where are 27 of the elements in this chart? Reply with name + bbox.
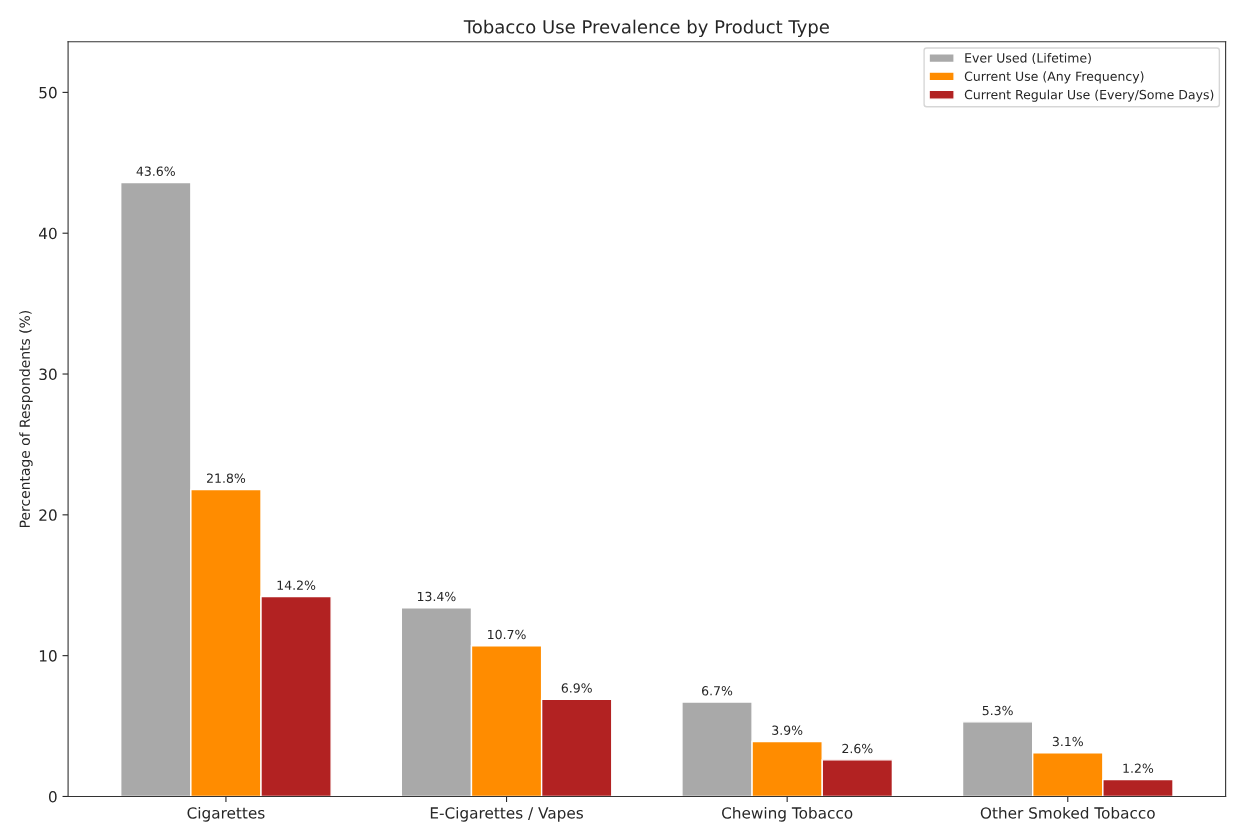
- legend-label: Current Regular Use (Every/Some Days): [964, 89, 1214, 102]
- x-tick-label: E-Cigarettes / Vapes: [430, 806, 583, 822]
- data-label: 21.8%: [207, 473, 246, 483]
- data-label: 5.3%: [982, 705, 1013, 716]
- y-axis-title: Percentage of Respondents (%): [19, 311, 33, 527]
- data-label: 6.7%: [702, 686, 733, 696]
- chart-title: Tobacco Use Prevalence by Product Type: [463, 19, 829, 38]
- y-tick-label: 40: [38, 227, 57, 240]
- data-label: 2.6%: [842, 743, 873, 754]
- legend-label: Ever Used (Lifetime): [965, 52, 1091, 65]
- y-tick-label: 0: [48, 790, 57, 803]
- y-tick-label: 50: [39, 86, 57, 99]
- data-label: 6.9%: [561, 683, 592, 693]
- y-tick-label: 30: [39, 368, 57, 381]
- y-tick-label: 10: [39, 650, 57, 662]
- data-label: 10.7%: [488, 629, 526, 640]
- data-label: 14.2%: [277, 580, 316, 590]
- legend-label: Current Use (Any Frequency): [964, 71, 1144, 84]
- data-label: 3.1%: [1052, 736, 1083, 747]
- x-tick-label: Other Smoked Tobacco: [980, 806, 1155, 819]
- data-label: 1.2%: [1123, 763, 1154, 773]
- x-tick-label: Chewing Tobacco: [722, 806, 853, 822]
- x-tick-label: Cigarettes: [187, 806, 265, 822]
- data-label: 13.4%: [417, 591, 456, 602]
- data-label: 3.9%: [772, 725, 803, 735]
- y-tick-label: 20: [39, 509, 57, 521]
- data-label: 43.6%: [136, 166, 175, 176]
